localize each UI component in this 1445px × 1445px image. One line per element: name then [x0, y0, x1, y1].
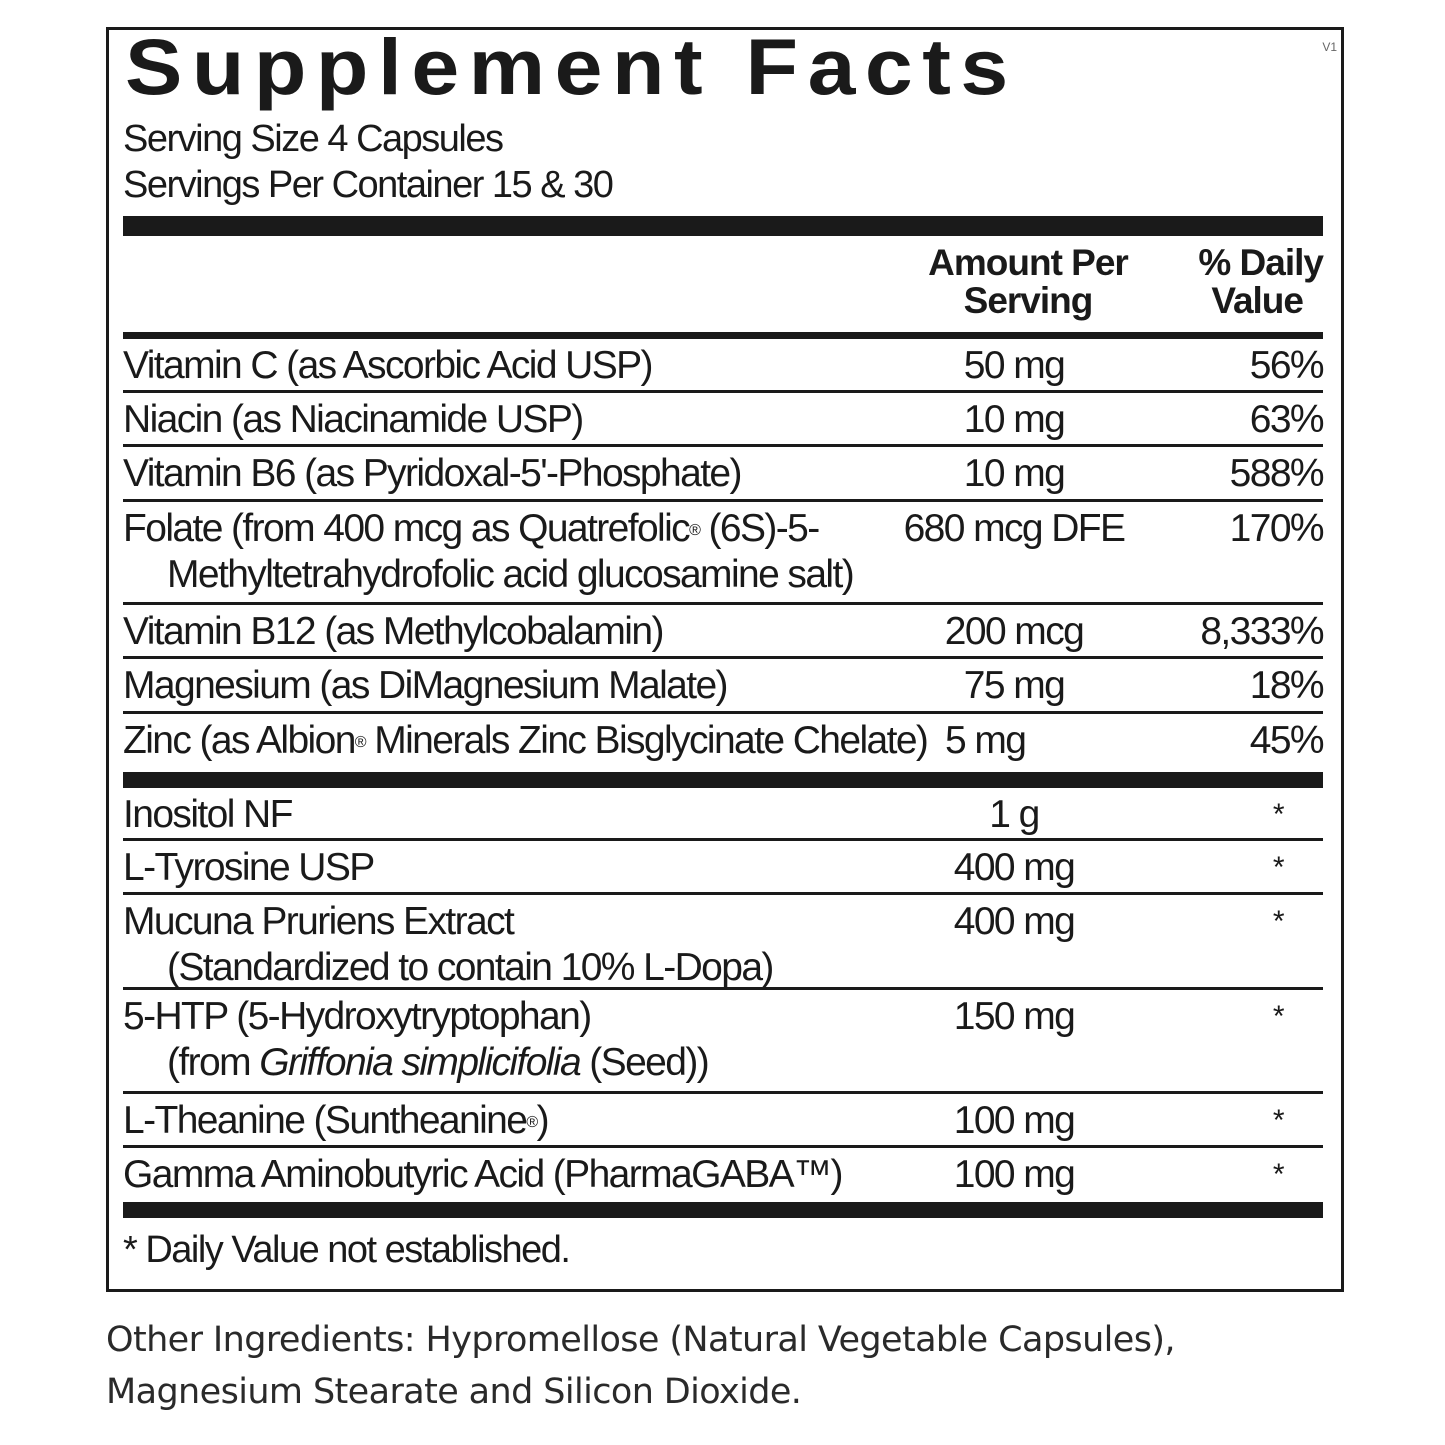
- divider-thick: [123, 216, 1323, 236]
- table-row: Vitamin B12 (as Methylcobalamin) 200 mcg…: [123, 605, 1325, 659]
- table-row: Vitamin C (as Ascorbic Acid USP) 50 mg 5…: [123, 339, 1325, 393]
- serving-info: Serving Size 4 Capsules Servings Per Con…: [123, 116, 1323, 208]
- column-header: Amount Per Serving % Daily Value: [123, 236, 1324, 339]
- table-row: Niacin (as Niacinamide USP) 10 mg 63%: [123, 393, 1325, 447]
- table-row: 5-HTP (5-Hydroxytryptophan) (from Griffo…: [123, 990, 1323, 1094]
- version-mark: V1: [1322, 40, 1337, 54]
- table-row: Zinc (as Albion® Minerals Zinc Bisglycin…: [123, 719, 1325, 762]
- footnote: * Daily Value not established.: [123, 1229, 571, 1271]
- divider-thick: [123, 1202, 1323, 1218]
- supplement-facts-panel: V1 Supplement Facts Serving Size 4 Capsu…: [106, 27, 1344, 1292]
- table-row: Inositol NF 1 g *: [123, 788, 1323, 841]
- table-row: Magnesium (as DiMagnesium Malate) 75 mg …: [123, 659, 1325, 714]
- table-row: Vitamin B6 (as Pyridoxal-5'-Phosphate) 1…: [123, 447, 1325, 502]
- table-row: L-Tyrosine USP 400 mg *: [123, 841, 1323, 895]
- servings-per-container: Servings Per Container 15 & 30: [123, 164, 614, 206]
- daily-value-header: % Daily Value: [1198, 242, 1324, 321]
- other-ingredients: Other Ingredients: Hypromellose (Natural…: [106, 1320, 1176, 1412]
- table-row: Mucuna Pruriens Extract (Standardized to…: [123, 895, 1323, 990]
- table-row: Folate (from 400 mcg as Quatrefolic® (6S…: [123, 502, 1325, 605]
- divider-thick: [123, 772, 1323, 788]
- amount-header: Amount Per Serving: [928, 242, 1129, 321]
- serving-size: Serving Size 4 Capsules: [123, 118, 504, 160]
- panel-title: Supplement Facts: [125, 22, 1018, 112]
- table-row: L-Theanine (Suntheanine®) 100 mg *: [123, 1094, 1323, 1148]
- table-row: Gamma Aminobutyric Acid (PharmaGABA™) 10…: [123, 1153, 1285, 1196]
